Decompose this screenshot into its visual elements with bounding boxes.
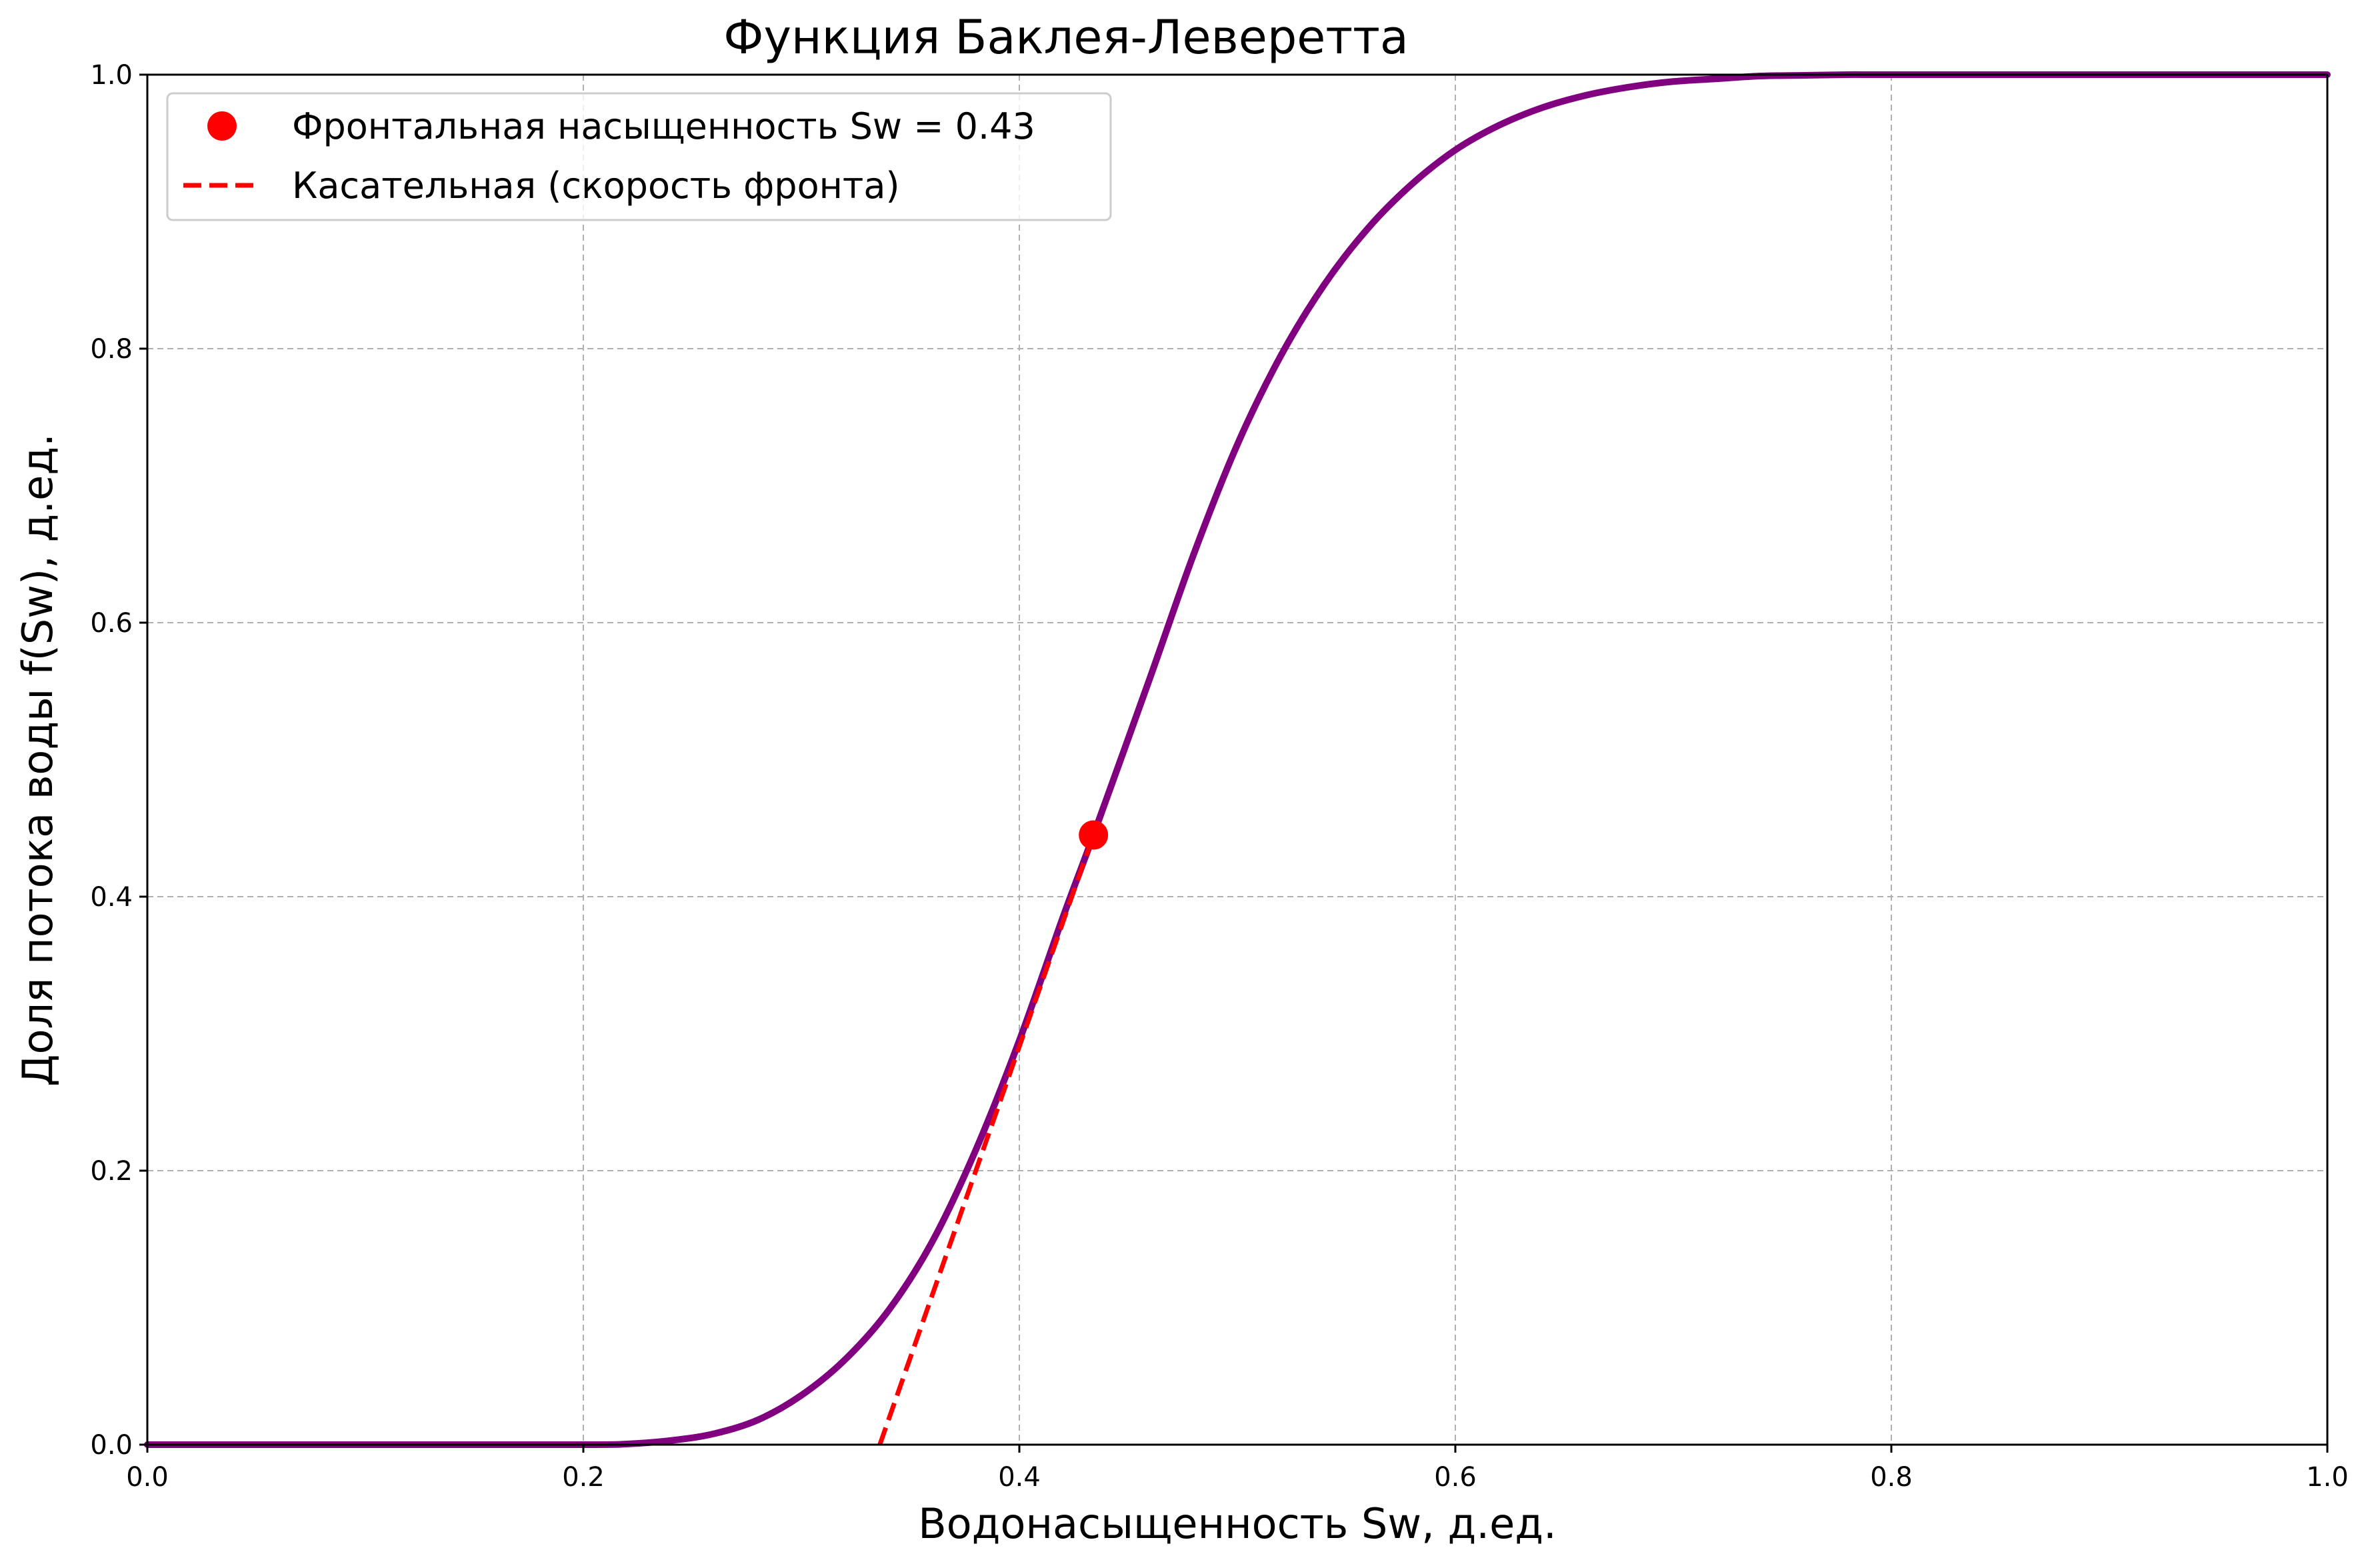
x-tick-label: 1.0	[2306, 1462, 2349, 1493]
x-axis-label: Водонасыщенность Sw, д.ед.	[918, 1499, 1557, 1548]
legend-marker-point	[207, 111, 237, 141]
y-tick-label: 0.6	[90, 608, 133, 639]
y-axis-ticks: 0.0 0.2 0.4 0.6 0.8 1.0	[90, 60, 147, 1461]
x-tick-label: 0.2	[562, 1462, 605, 1493]
fractional-flow-curve	[144, 71, 2331, 1449]
legend-label-tangent: Касательная (скорость фронта)	[292, 165, 900, 207]
y-axis-label: Доля потока воды f(Sw), д.ед.	[13, 433, 62, 1087]
legend-label-point: Фронтальная насыщенность Sw = 0.43	[292, 105, 1035, 147]
legend-box	[166, 92, 1112, 221]
legend: Фронтальная насыщенность Sw = 0.43 Касат…	[166, 92, 1112, 221]
chart-title: Функция Баклея-Леверетта	[723, 10, 1409, 65]
y-tick-label: 0.0	[90, 1430, 133, 1461]
x-tick-label: 0.8	[1870, 1462, 1913, 1493]
plot-area	[144, 71, 2331, 1449]
x-tick-label: 0.4	[998, 1462, 1041, 1493]
tangent-line	[877, 834, 1096, 1446]
y-tick-label: 1.0	[90, 60, 133, 91]
x-tick-label: 0.0	[126, 1462, 169, 1493]
front-saturation-point	[1079, 820, 1109, 850]
x-axis-ticks: 0.0 0.2 0.4 0.6 0.8 1.0	[126, 1445, 2349, 1493]
y-tick-label: 0.4	[90, 882, 133, 913]
grid-lines	[147, 75, 2327, 1445]
x-tick-label: 0.6	[1434, 1462, 1477, 1493]
plot-frame	[146, 73, 2329, 1446]
y-tick-label: 0.8	[90, 334, 133, 365]
y-tick-label: 0.2	[90, 1156, 133, 1187]
